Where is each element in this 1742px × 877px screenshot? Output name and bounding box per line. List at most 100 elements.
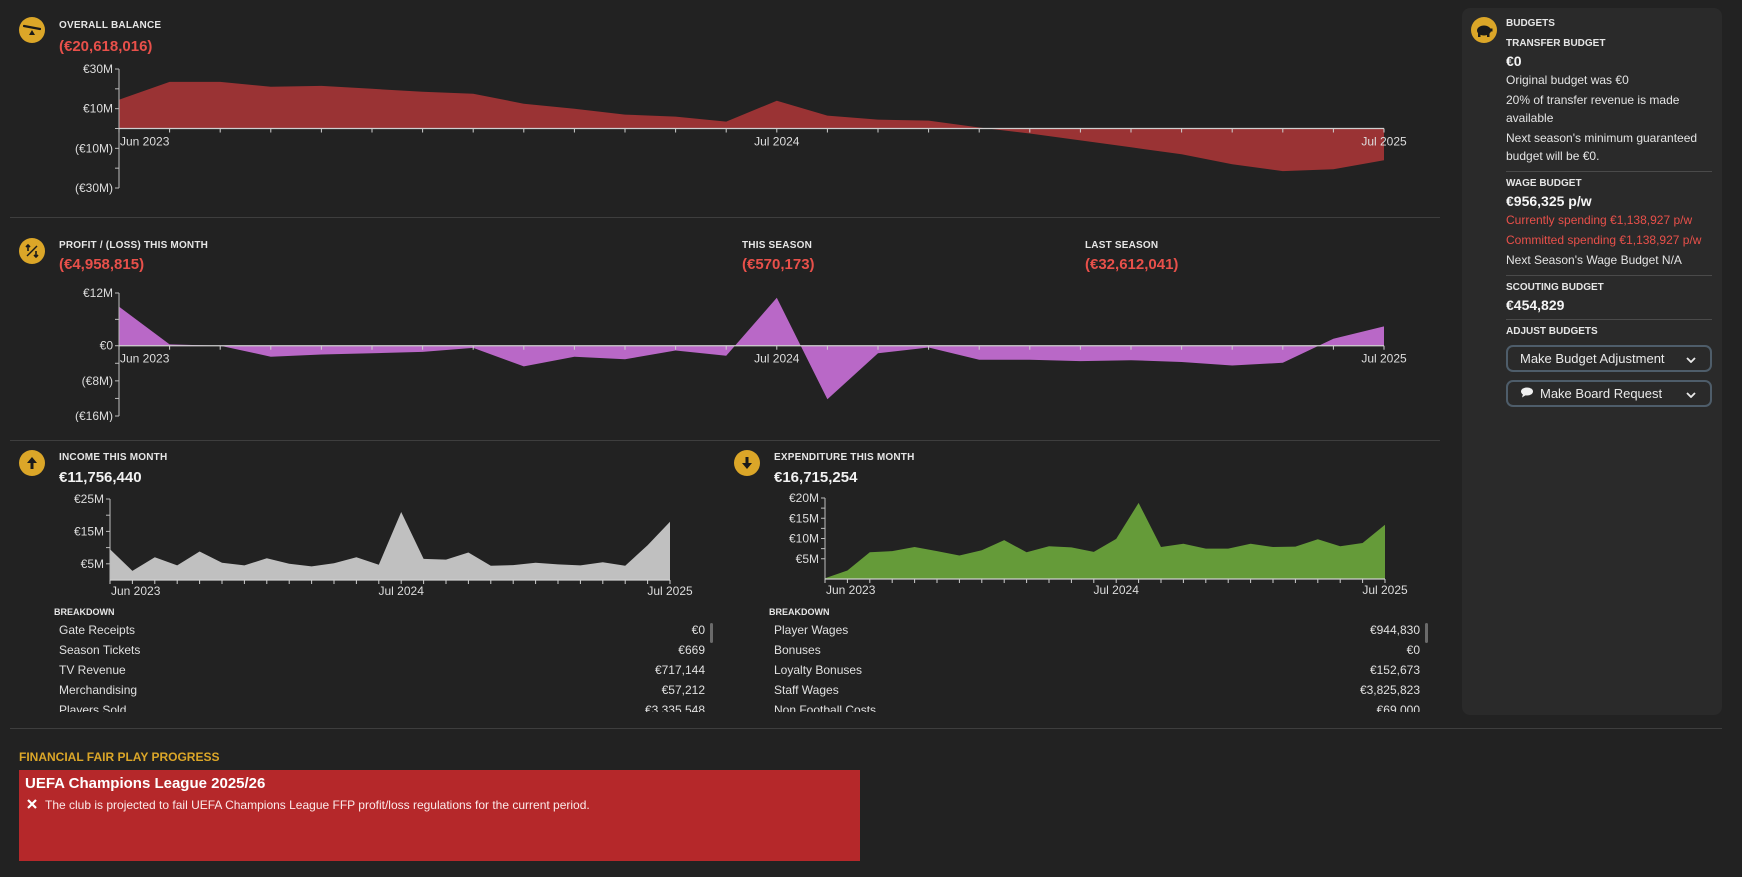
make-board-request-dropdown[interactable]: Make Board Request <box>1506 380 1712 407</box>
income-breakdown-row: TV Revenue €717,144 <box>53 660 705 680</box>
expenditure-breakdown-title: Breakdown <box>769 607 830 617</box>
x-tick-label: Jun 2023 <box>826 583 876 597</box>
expenditure-breakdown-row: Bonuses €0 <box>768 640 1420 660</box>
y-tick-label: €30M <box>83 62 113 76</box>
scouting-budget-title: Scouting Budget <box>1506 282 1604 293</box>
profit-loss-arrows-icon <box>19 238 45 264</box>
overall-balance-title: Overall Balance <box>59 20 162 31</box>
breakdown-label: Non Football Costs <box>774 703 877 712</box>
overall-balance-chart: €30M €10M (€10M) (€30M) Jun 2023 Jul 2024 Jul … <box>75 62 1407 195</box>
breakdown-value: €152,673 <box>1369 663 1420 677</box>
income-breakdown-list[interactable]: Gate Receipts €0 Season Tickets €669 TV Reve… <box>53 620 705 712</box>
chevron-down-icon <box>1686 386 1696 401</box>
transfer-budget-value: €0 <box>1506 53 1522 69</box>
y-tick-label: (€10M) <box>75 141 113 155</box>
income-breakdown-row: Players Sold €3,335,548 <box>53 700 705 712</box>
area-series <box>119 297 1384 400</box>
wage-committed-spending: Committed spending €1,138,927 p/w <box>1506 233 1702 247</box>
piggy-bank-icon <box>1471 17 1497 43</box>
ffp-message: The club is projected to fail UEFA Champ… <box>45 798 590 812</box>
ffp-competition: UEFA Champions League 2025/26 <box>25 775 266 792</box>
breakdown-label: Loyalty Bonuses <box>774 663 863 677</box>
breakdown-value: €0 <box>691 623 705 637</box>
make-budget-adjustment-label: Make Budget Adjustment <box>1520 351 1665 366</box>
adjust-budgets-title: Adjust Budgets <box>1506 326 1598 337</box>
income-breakdown-row: Season Tickets €669 <box>53 640 705 660</box>
cross-icon <box>27 798 37 812</box>
breakdown-value: €3,825,823 <box>1359 683 1420 697</box>
y-tick-label: (€16M) <box>75 409 113 422</box>
breakdown-label: Gate Receipts <box>59 623 136 637</box>
income-chart: €25M €15M €5M Jun 2023 Jul 2024 Jul 2025 <box>74 492 693 598</box>
section-divider <box>10 217 1440 218</box>
transfer-next-season: Next season's minimum guaranteed budget … <box>1506 131 1698 163</box>
expenditure-breakdown-row: Player Wages €944,830 <box>768 620 1420 640</box>
arrow-up-icon <box>19 450 45 476</box>
y-tick-label: €12M <box>83 286 113 300</box>
profit-loss-title: Profit / (Loss) This Month <box>59 240 209 251</box>
this-season-value: (€570,173) <box>742 256 815 273</box>
transfer-revenue-share: 20% of transfer revenue is made availabl… <box>1506 93 1680 125</box>
expenditure-value: €16,715,254 <box>774 469 858 486</box>
speech-bubble-icon <box>1520 386 1534 401</box>
breakdown-value: €3,335,548 <box>644 703 705 712</box>
budgets-panel: Budgets Transfer Budget €0 Original budg… <box>1462 8 1722 715</box>
breakdown-value: €57,212 <box>661 683 705 697</box>
arrow-down-icon <box>734 450 760 476</box>
wage-next-season: Next Season's Wage Budget N/A <box>1506 253 1682 267</box>
income-breakdown-row: Gate Receipts €0 <box>53 620 705 640</box>
x-tick-label: Jul 2024 <box>754 352 800 366</box>
breakdown-label: Player Wages <box>774 623 849 637</box>
breakdown-label: Players Sold <box>59 703 127 712</box>
transfer-budget-title: Transfer Budget <box>1506 38 1606 49</box>
breakdown-label: Season Tickets <box>59 643 141 657</box>
breakdown-value: €944,830 <box>1369 623 1420 637</box>
expenditure-title: Expenditure This Month <box>774 452 915 463</box>
y-tick-label: €15M <box>74 524 104 538</box>
income-breakdown-scrollbar[interactable] <box>710 623 713 643</box>
wage-currently-spending: Currently spending €1,138,927 p/w <box>1506 213 1693 227</box>
section-divider <box>10 728 1722 729</box>
section-divider <box>10 440 1440 441</box>
y-tick-label: €0 <box>100 339 114 353</box>
expenditure-breakdown-row: Staff Wages €3,825,823 <box>768 680 1420 700</box>
y-tick-label: €10M <box>83 102 113 116</box>
income-title: Income This Month <box>59 452 168 463</box>
breakdown-value: €717,144 <box>654 663 705 677</box>
y-tick-label: €15M <box>789 511 819 525</box>
scouting-budget-value: €454,829 <box>1506 297 1565 313</box>
profit-loss-value: (€4,958,815) <box>59 256 145 273</box>
y-tick-label: €5M <box>81 557 104 571</box>
y-tick-label: €10M <box>789 532 819 546</box>
income-breakdown-title: Breakdown <box>54 607 115 617</box>
seesaw-balance-icon <box>19 17 45 43</box>
panel-divider <box>1506 171 1712 172</box>
panel-divider <box>1506 275 1712 276</box>
wage-budget-value: €956,325 p/w <box>1506 193 1592 209</box>
x-tick-label: Jun 2023 <box>111 584 161 598</box>
panel-divider <box>1506 319 1712 320</box>
this-season-label: This Season <box>742 240 812 251</box>
y-tick-label: €5M <box>796 552 819 566</box>
breakdown-label: Merchandising <box>59 683 138 697</box>
last-season-label: Last Season <box>1085 240 1159 251</box>
y-tick-label: (€30M) <box>75 181 113 195</box>
ffp-title: Financial Fair Play Progress <box>19 750 220 764</box>
income-breakdown-row: Merchandising €57,212 <box>53 680 705 700</box>
make-board-request-label: Make Board Request <box>1540 386 1663 401</box>
breakdown-value: €69,000 <box>1376 703 1420 712</box>
profit-loss-chart: €12M €0 (€8M) (€16M) Jun 2023 Jul 2024 Jul 202… <box>75 286 1407 422</box>
y-tick-label: €20M <box>789 491 819 505</box>
income-value: €11,756,440 <box>59 469 142 486</box>
make-budget-adjustment-dropdown[interactable]: Make Budget Adjustment <box>1506 345 1712 372</box>
x-tick-label: Jul 2024 <box>754 135 800 149</box>
x-tick-label: Jul 2024 <box>1094 583 1140 597</box>
x-tick-label: Jul 2025 <box>1361 135 1407 149</box>
x-tick-label: Jul 2025 <box>1362 583 1408 597</box>
expenditure-chart: €20M €15M €10M €5M Jun 2023 Jul 2024 Jul 2025 <box>789 491 1408 597</box>
expenditure-breakdown-scrollbar[interactable] <box>1425 623 1428 643</box>
x-tick-label: Jul 2025 <box>647 584 693 598</box>
x-tick-label: Jul 2025 <box>1361 352 1407 366</box>
expenditure-breakdown-list[interactable]: Player Wages €944,830 Bonuses €0 Loyalty Bon… <box>768 620 1420 712</box>
breakdown-value: €0 <box>1406 643 1420 657</box>
